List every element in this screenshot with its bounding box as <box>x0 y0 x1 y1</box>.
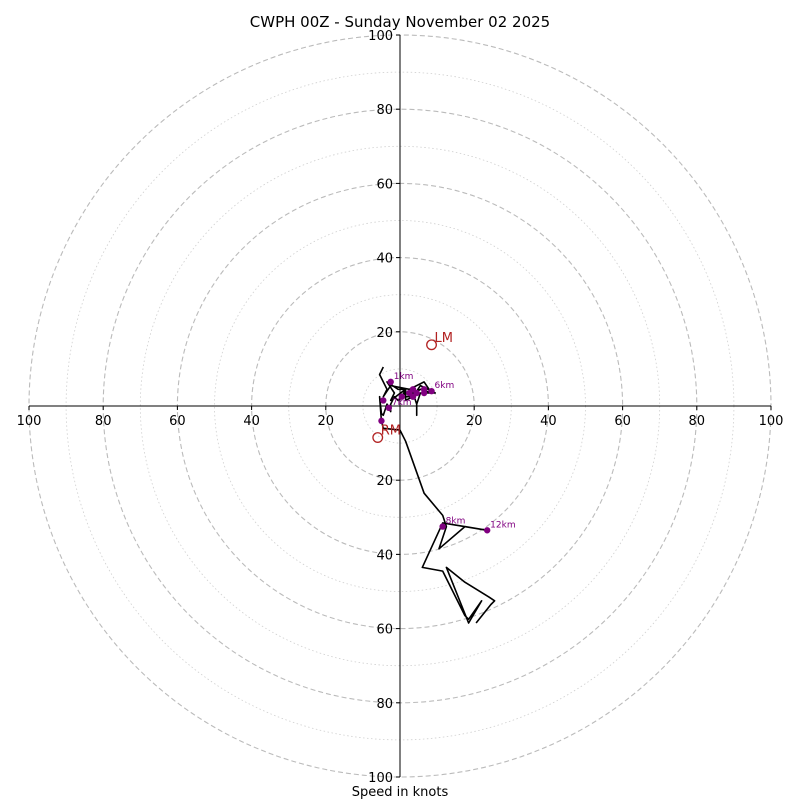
height-marker-label: 8km <box>446 517 466 527</box>
height-marker-point <box>387 378 394 386</box>
storm-motion-point <box>372 432 384 443</box>
x-tick-label: 20 <box>318 414 335 429</box>
y-tick-label: 20 <box>376 326 393 341</box>
hodograph-trace <box>378 366 496 624</box>
x-tick-label: 40 <box>540 414 557 429</box>
storm-motion-label: LM <box>435 331 453 346</box>
x-tick-label: 100 <box>17 414 42 429</box>
y-tick-label: 20 <box>376 474 393 489</box>
height-marker-point <box>385 404 393 412</box>
height-marker-label: 6km <box>435 381 455 391</box>
y-tick-label: 100 <box>368 29 393 44</box>
y-tick-label: 60 <box>376 177 393 192</box>
storm-motion-markers: LM RM <box>372 331 453 443</box>
x-axis-label: Speed in knots <box>352 785 449 800</box>
x-tick-label: 60 <box>169 414 186 429</box>
height-marker-point <box>409 393 417 400</box>
tick-labels: 100 100 80 80 60 60 40 40 20 20 20 20 40 40 60 60 80 80 10… <box>17 29 784 786</box>
height-marker-label: 7km <box>392 398 412 408</box>
axes <box>29 35 771 777</box>
height-marker-point <box>378 417 385 425</box>
x-tick-label: 60 <box>614 414 631 429</box>
height-marker-point <box>380 397 387 404</box>
storm-motion-point <box>426 339 437 351</box>
y-tick-label: 60 <box>376 623 393 638</box>
y-tick-label: 40 <box>376 548 393 563</box>
height-marker-label: 12km <box>490 520 515 530</box>
y-tick-label: 100 <box>368 771 393 786</box>
y-tick-label: 40 <box>376 252 393 267</box>
x-tick-label: 80 <box>689 414 706 429</box>
height-marker-label: 1km <box>394 372 414 382</box>
height-markers: 1km 7km 6km 8km 12km <box>378 372 516 534</box>
height-marker-point <box>398 393 406 400</box>
height-marker-point <box>420 389 428 397</box>
x-tick-label: 40 <box>243 414 260 429</box>
height-marker-point <box>483 527 491 534</box>
height-marker-point <box>428 387 435 395</box>
hodograph-line <box>378 366 496 624</box>
x-tick-label: 20 <box>466 414 483 429</box>
storm-motion-label: RM <box>381 424 401 439</box>
x-tick-label: 80 <box>95 414 112 429</box>
x-tick-label: 100 <box>759 414 784 429</box>
height-marker-point <box>439 523 446 530</box>
y-tick-label: 80 <box>376 103 393 118</box>
chart-title: CWPH 00Z - Sunday November 02 2025 <box>250 13 550 31</box>
y-tick-label: 80 <box>376 697 393 712</box>
